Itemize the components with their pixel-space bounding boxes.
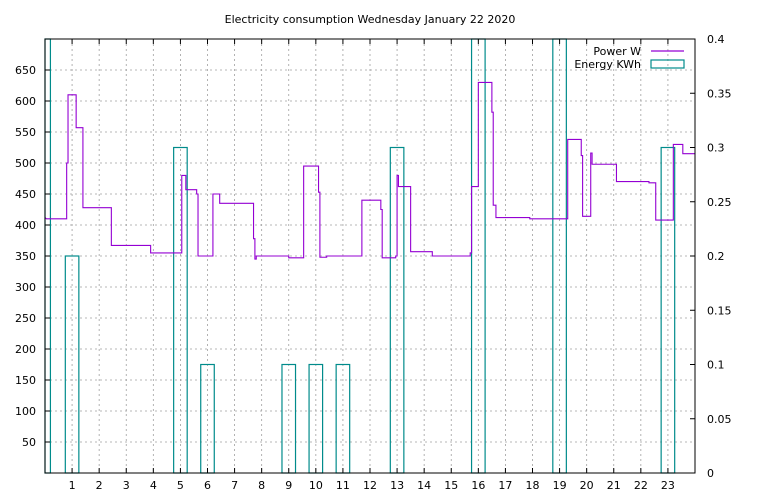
y-tick-label: 550 xyxy=(15,126,36,139)
x-tick-label: 13 xyxy=(390,479,404,492)
y-tick-label: 600 xyxy=(15,95,36,108)
x-tick-label: 18 xyxy=(526,479,540,492)
y-tick-label: 200 xyxy=(15,343,36,356)
y-tick-label: 250 xyxy=(15,312,36,325)
x-tick-label: 11 xyxy=(336,479,350,492)
y2-tick-label: 0.2 xyxy=(707,250,725,263)
x-tick-label: 22 xyxy=(634,479,648,492)
legend-swatch-energy xyxy=(650,59,685,69)
x-tick-label: 6 xyxy=(204,479,211,492)
x-tick-label: 4 xyxy=(150,479,157,492)
x-tick-label: 15 xyxy=(444,479,458,492)
x-tick-label: 19 xyxy=(553,479,567,492)
x-tick-label: 7 xyxy=(231,479,238,492)
y-tick-label: 650 xyxy=(15,64,36,77)
legend-label: Energy KWh xyxy=(574,58,641,71)
x-tick-label: 2 xyxy=(96,479,103,492)
x-tick-label: 1 xyxy=(69,479,76,492)
y2-tick-label: 0 xyxy=(707,467,714,480)
y-tick-label: 400 xyxy=(15,219,36,232)
legend-label: Power W xyxy=(593,45,641,58)
power-line xyxy=(44,81,695,260)
y2-tick-label: 0.1 xyxy=(707,359,725,372)
x-tick-label: 10 xyxy=(309,479,323,492)
x-tick-label: 14 xyxy=(417,479,431,492)
x-tick-label: 16 xyxy=(471,479,485,492)
x-tick-label: 3 xyxy=(123,479,130,492)
y-tick-label: 500 xyxy=(15,157,36,170)
x-tick-label: 12 xyxy=(363,479,377,492)
y2-tick-label: 0.35 xyxy=(707,87,732,100)
grid xyxy=(45,39,695,473)
y2-tick-label: 0.4 xyxy=(707,33,725,46)
x-tick-label: 21 xyxy=(607,479,621,492)
power-series xyxy=(44,81,695,260)
chart-title: Electricity consumption Wednesday Januar… xyxy=(225,13,516,26)
y-tick-label: 150 xyxy=(15,374,36,387)
x-tick-label: 23 xyxy=(661,479,675,492)
y-tick-label: 300 xyxy=(15,281,36,294)
x-tick-label: 8 xyxy=(258,479,265,492)
y2-tick-label: 0.3 xyxy=(707,142,725,155)
y-tick-label: 450 xyxy=(15,188,36,201)
y-tick-label: 350 xyxy=(15,250,36,263)
x-tick-label: 9 xyxy=(285,479,292,492)
y2-tick-label: 0.05 xyxy=(707,413,732,426)
y2-tick-label: 0.25 xyxy=(707,196,732,209)
y-tick-label: 100 xyxy=(15,405,36,418)
y2-tick-label: 0.15 xyxy=(707,304,732,317)
x-tick-label: 20 xyxy=(580,479,594,492)
x-tick-label: 5 xyxy=(177,479,184,492)
axes: 1 2 3 4 5 6 7 8 9 10 11 12 13 14 15 16 17 18 19 20 21 22 23501… xyxy=(15,33,732,492)
y-tick-label: 50 xyxy=(22,436,36,449)
x-tick-label: 17 xyxy=(498,479,512,492)
